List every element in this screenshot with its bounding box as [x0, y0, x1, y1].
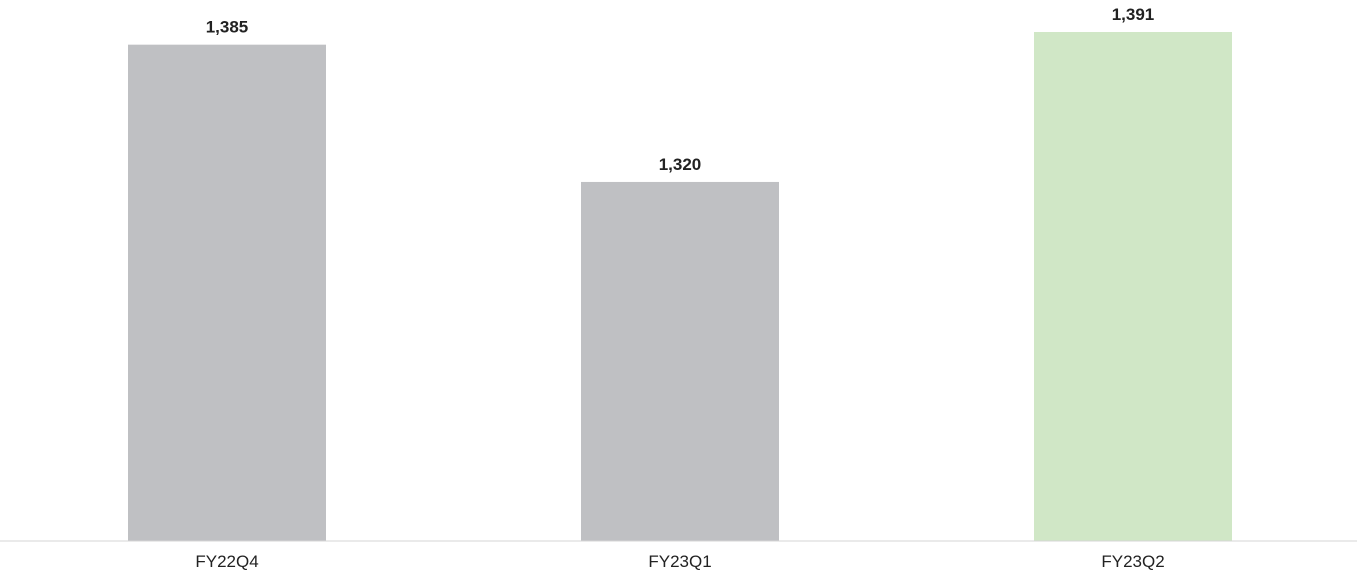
bar-fy23q1: [581, 181, 779, 542]
x-tick-label: FY23Q1: [648, 552, 711, 571]
x-axis-ticks: FY22Q4 FY23Q1 FY23Q2: [195, 552, 1164, 571]
bar-value-label: 1,391: [1112, 5, 1155, 24]
bar-value-label: 1,320: [659, 155, 702, 174]
bar-value-labels: 1,385 1,320 1,391: [206, 5, 1155, 174]
x-tick-label: FY22Q4: [195, 552, 258, 571]
x-tick-label: FY23Q2: [1101, 552, 1164, 571]
bar-fy22q4: [128, 44, 326, 541]
bar-value-label: 1,385: [206, 18, 249, 37]
bar-fy23q2: [1034, 32, 1232, 541]
bars: [128, 32, 1232, 542]
